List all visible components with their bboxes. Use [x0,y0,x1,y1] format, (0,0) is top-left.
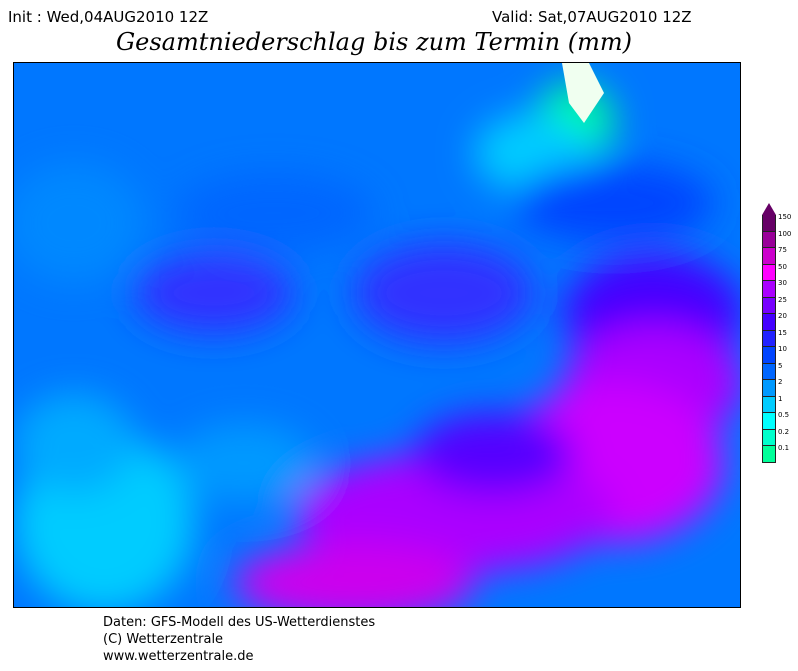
legend-swatch [762,347,776,364]
legend-label: 15 [778,328,787,337]
legend-label: 150 [778,213,792,221]
footer-data-source: Daten: GFS-Modell des US-Wetterdienstes [103,615,376,630]
legend-swatch [762,446,776,463]
legend-swatch [762,297,776,314]
legend-swatch [762,264,776,281]
footer: Daten: GFS-Modell des US-Wetterdienstes … [103,614,375,665]
footer-copyright: (C) Wetterzentrale [103,632,224,647]
legend-swatch [762,429,776,446]
legend-label: 0.2 [778,427,790,436]
footer-url: www.wetterzentrale.de [103,649,254,664]
legend-label: 25 [778,295,787,304]
legend-swatch [762,396,776,413]
legend-swatch [762,380,776,397]
valid-time: Valid: Sat,07AUG2010 12Z [492,8,692,26]
legend-swatch [762,248,776,265]
legend-label: 0.1 [778,444,790,452]
legend-swatch [762,281,776,298]
legend-label: 75 [778,246,787,254]
legend-label: 5 [778,361,783,370]
legend-swatch [762,363,776,380]
legend-swatch [762,413,776,430]
legend-arrow-top [762,203,776,215]
legend-label: 10 [778,345,787,353]
init-time: Init : Wed,04AUG2010 12Z [8,8,209,26]
legend-label: 50 [778,262,787,271]
legend-label: 20 [778,312,787,320]
legend-label: 1 [778,394,783,403]
legend-label: 30 [778,279,787,287]
legend-label: 100 [778,229,792,238]
precipitation-map [13,62,741,608]
legend-swatch [762,231,776,248]
legend-swatch [762,314,776,331]
legend-label: 0.5 [778,411,790,419]
legend-swatch [762,330,776,347]
legend-label: 2 [778,378,783,386]
precipitation-field [14,63,740,607]
map-title: Gesamtniederschlag bis zum Termin (mm) [115,28,633,56]
legend-swatch [762,215,776,232]
